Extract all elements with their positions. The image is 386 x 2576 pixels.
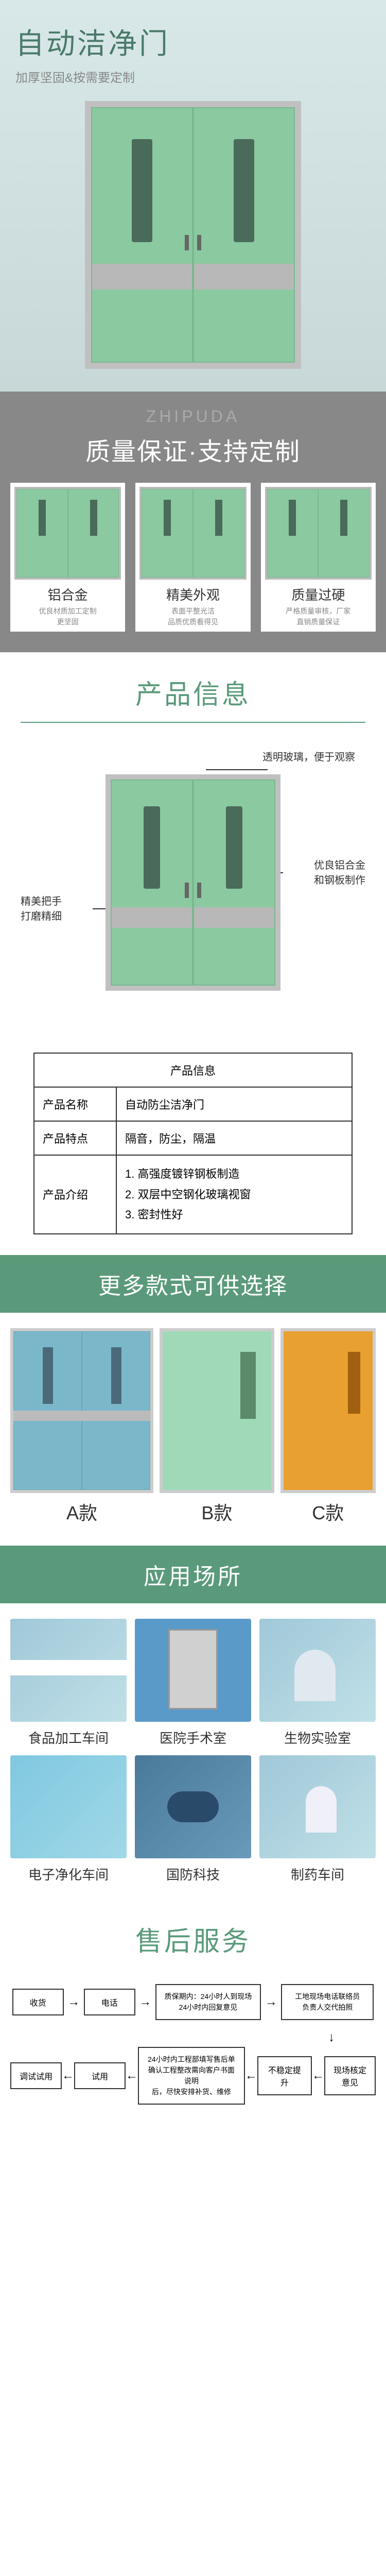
callout-material: 优良铝合金 和钢板制作 bbox=[314, 857, 365, 887]
quality-card: 精美外观 表面平整光洁 品质优质看得见 bbox=[135, 483, 250, 632]
style-a-image bbox=[10, 1328, 153, 1493]
callout-handle: 精美把手 打磨精细 bbox=[21, 893, 62, 923]
arrow-icon: ← bbox=[62, 2069, 74, 2083]
arrow-down-icon: ↓ bbox=[10, 2030, 376, 2045]
hero-door-image bbox=[85, 101, 301, 369]
app-image-elec bbox=[10, 1755, 127, 1858]
styles-grid: A款 B款 C款 bbox=[0, 1313, 386, 1546]
app-image-bio bbox=[259, 1619, 376, 1722]
app-item: 生物实验室 bbox=[259, 1619, 376, 1747]
style-label: B款 bbox=[160, 1498, 274, 1525]
app-label: 国防科技 bbox=[135, 1865, 251, 1884]
product-diagram: 透明玻璃，便于观察 优良铝合金 和钢板制作 精美把手 打磨精细 bbox=[0, 723, 386, 1042]
flow-box: 试用 bbox=[74, 2062, 126, 2089]
brand-text: ZHIPUDA bbox=[10, 407, 376, 426]
spec-row-label: 产品介绍 bbox=[34, 1155, 116, 1234]
spec-table-header: 产品信息 bbox=[34, 1053, 352, 1087]
card-desc: 优良材质加工定制 更坚固 bbox=[14, 606, 121, 628]
app-item: 食品加工车间 bbox=[10, 1619, 127, 1747]
card-title: 精美外观 bbox=[139, 585, 246, 604]
style-item: A款 bbox=[10, 1328, 153, 1525]
quality-cards: 铝合金 优良材质加工定制 更坚固 精美外观 表面平整光洁 品质优质看得见 质量过… bbox=[10, 483, 376, 632]
app-item: 国防科技 bbox=[135, 1755, 251, 1884]
spec-row-value: 1. 高强度镀锌钢板制造 2. 双层中空钢化玻璃视窗 3. 密封性好 bbox=[116, 1155, 352, 1234]
spec-row-value: 自动防尘洁净门 bbox=[116, 1087, 352, 1121]
diagram-door-image bbox=[106, 774, 280, 991]
arrow-icon: → bbox=[139, 1995, 151, 2009]
app-image-pharma bbox=[259, 1755, 376, 1858]
style-label: C款 bbox=[280, 1498, 376, 1525]
card-desc: 表面平整光洁 品质优质看得见 bbox=[139, 606, 246, 628]
app-image-hospital bbox=[135, 1619, 251, 1722]
app-item: 制药车间 bbox=[259, 1755, 376, 1884]
quality-section: ZHIPUDA 质量保证·支持定制 铝合金 优良材质加工定制 更坚固 精美外观 … bbox=[0, 392, 386, 652]
flow-box: 电话 bbox=[84, 1989, 135, 2015]
app-image-food bbox=[10, 1619, 127, 1722]
flow-box: 现场核定 意见 bbox=[324, 2056, 376, 2095]
card-desc: 严格质量审核，厂家 直销质量保证 bbox=[265, 606, 372, 628]
flow-box: 工地现场电话联络员 负责人交代拍照 bbox=[281, 1984, 374, 2020]
spec-row-label: 产品名称 bbox=[34, 1087, 116, 1121]
quality-tagline: 质量保证·支持定制 bbox=[10, 431, 376, 467]
spec-table: 产品信息 产品名称 自动防尘洁净门 产品特点 隔音，防尘，隔温 产品介绍 1. … bbox=[33, 1053, 353, 1234]
arrow-icon: → bbox=[67, 1995, 80, 2009]
app-image-defense bbox=[135, 1755, 251, 1858]
style-item: B款 bbox=[160, 1328, 274, 1525]
flow-box: 不稳定提升 bbox=[257, 2056, 312, 2095]
style-b-image bbox=[160, 1328, 274, 1493]
arrow-icon: ← bbox=[312, 2069, 324, 2083]
style-item: C款 bbox=[280, 1328, 376, 1525]
app-item: 电子净化车间 bbox=[10, 1755, 127, 1884]
applications-banner: 应用场所 bbox=[0, 1546, 386, 1603]
app-label: 生物实验室 bbox=[259, 1728, 376, 1747]
app-item: 医院手术室 bbox=[135, 1619, 251, 1747]
spec-row-value: 隔音，防尘，隔温 bbox=[116, 1121, 352, 1155]
service-section: 售后服务 收货 → 电话 → 质保期内：24小时人到现场 24小时内回复意见 →… bbox=[0, 1899, 386, 2146]
app-label: 医院手术室 bbox=[135, 1728, 251, 1747]
flow-box: 24小时内工程部填写售后单 确认工程整改需向客户书面说明 后，尽快安排补货、维修 bbox=[138, 2047, 245, 2105]
app-label: 制药车间 bbox=[259, 1865, 376, 1884]
callout-glass: 透明玻璃，便于观察 bbox=[262, 749, 355, 764]
app-label: 电子净化车间 bbox=[10, 1865, 127, 1884]
quality-card: 铝合金 优良材质加工定制 更坚固 bbox=[10, 483, 125, 632]
flow-box: 收货 bbox=[12, 1989, 64, 2015]
arrow-icon: → bbox=[265, 1995, 277, 2009]
hero-subtitle: 加厚坚固&按需要定制 bbox=[15, 67, 371, 86]
styles-banner: 更多款式可供选择 bbox=[0, 1255, 386, 1313]
arrow-icon: ← bbox=[245, 2069, 257, 2083]
flow-box: 调试试用 bbox=[10, 2062, 62, 2089]
hero-title: 自动洁净门 bbox=[15, 21, 371, 62]
service-header: 售后服务 bbox=[21, 1899, 365, 1969]
app-label: 食品加工车间 bbox=[10, 1728, 127, 1747]
spec-row-label: 产品特点 bbox=[34, 1121, 116, 1155]
style-label: A款 bbox=[10, 1498, 153, 1525]
flow-row: 调试试用 ← 试用 ← 24小时内工程部填写售后单 确认工程整改需向客户书面说明… bbox=[10, 2047, 376, 2105]
style-c-image bbox=[280, 1328, 376, 1493]
service-flow: 收货 → 电话 → 质保期内：24小时人到现场 24小时内回复意见 → 工地现场… bbox=[0, 1969, 386, 2146]
product-info-header: 产品信息 bbox=[21, 652, 365, 723]
quality-card: 质量过硬 严格质量审核，厂家 直销质量保证 bbox=[261, 483, 376, 632]
applications-grid: 食品加工车间 医院手术室 生物实验室 电子净化车间 国防科技 制药车间 bbox=[0, 1603, 386, 1899]
flow-box: 质保期内：24小时人到现场 24小时内回复意见 bbox=[155, 1984, 261, 2020]
product-info-section: 产品信息 透明玻璃，便于观察 优良铝合金 和钢板制作 精美把手 打磨精细 产品信… bbox=[0, 652, 386, 1234]
card-title: 铝合金 bbox=[14, 585, 121, 604]
applications-section: 应用场所 食品加工车间 医院手术室 生物实验室 电子净化车间 国防科技 制药车间 bbox=[0, 1546, 386, 1899]
card-title: 质量过硬 bbox=[265, 585, 372, 604]
arrow-icon: ← bbox=[126, 2069, 138, 2083]
hero-section: 自动洁净门 加厚坚固&按需要定制 bbox=[0, 0, 386, 392]
flow-row: 收货 → 电话 → 质保期内：24小时人到现场 24小时内回复意见 → 工地现场… bbox=[10, 1984, 376, 2020]
styles-section: 更多款式可供选择 A款 B款 C款 bbox=[0, 1255, 386, 1546]
